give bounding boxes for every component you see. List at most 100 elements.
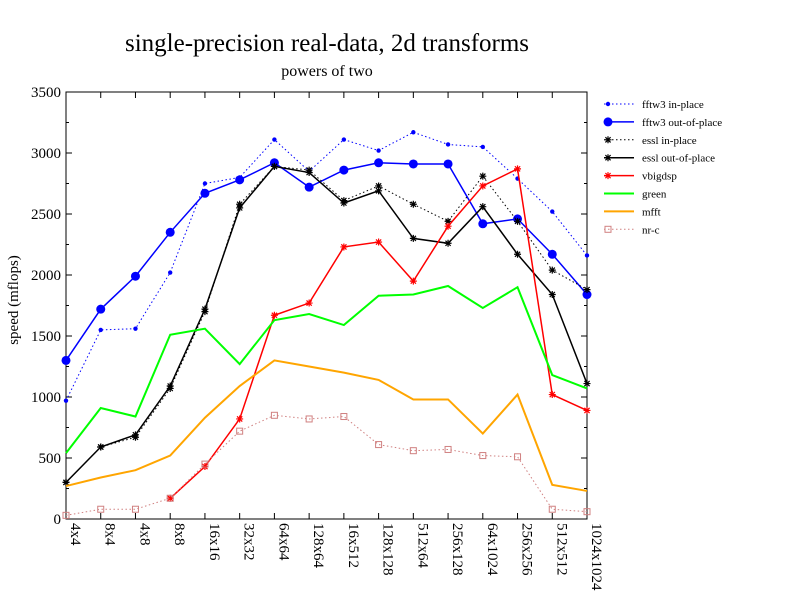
series-fftw3-in-place-point <box>411 130 416 135</box>
legend-vbigdsp: vbigdsp <box>604 171 677 183</box>
legend-essl-out-of-place-point <box>604 154 612 162</box>
series-nr-c-point <box>514 453 522 461</box>
series-mfft <box>65 359 588 492</box>
series-nr-c-point <box>97 505 105 513</box>
chart-subtitle: powers of two <box>281 63 373 80</box>
series-essl-out-of-place-point <box>479 203 487 211</box>
x-tick-label: 128x64 <box>310 523 326 569</box>
series-nr-c <box>62 411 591 519</box>
series-essl-in-place-point <box>548 266 556 274</box>
y-tick-label: 3500 <box>31 85 61 101</box>
legend-green: green <box>604 189 667 201</box>
series-fftw3-out-of-place-point <box>200 188 210 198</box>
series-vbigdsp-point <box>409 277 417 285</box>
series-fftw3-out-of-place-point <box>96 304 106 314</box>
legend-green-label: green <box>642 189 667 201</box>
legend-nr-c-point <box>604 225 612 233</box>
series-vbigdsp-point <box>444 222 452 230</box>
series-fftw3-out-of-place-point <box>478 219 488 229</box>
legend-mfft: mfft <box>604 206 661 218</box>
series-nr-c-point <box>236 427 244 435</box>
x-tick-label: 128x128 <box>380 523 396 576</box>
x-tick-label: 64x64 <box>275 523 291 561</box>
legend-nr-c-label: nr-c <box>642 224 660 236</box>
series-fftw3-out-of-place-point <box>443 159 453 169</box>
series-vbigdsp-point <box>166 494 174 502</box>
series-essl-in-place-point <box>409 200 417 208</box>
series-fftw3-out-of-place <box>61 158 592 365</box>
x-tick-label: 256x128 <box>449 523 465 576</box>
series-essl-out-of-place-point <box>340 199 348 207</box>
series-essl-out-of-place-point <box>62 478 70 486</box>
series-vbigdsp-point <box>375 238 383 246</box>
x-tick-label: 8x4 <box>102 523 118 546</box>
x-tick-label: 256x256 <box>519 523 535 576</box>
series-nr-c-point <box>479 452 487 460</box>
series-vbigdsp-point <box>270 311 278 319</box>
series-fftw3-in-place-point <box>168 270 173 275</box>
series-fftw3-in-place-point <box>272 137 277 142</box>
legend-mfft-label: mfft <box>642 206 661 218</box>
y-tick-label: 1500 <box>31 329 61 345</box>
series-nr-c-point <box>201 460 209 468</box>
series-fftw3-out-of-place-point <box>304 182 314 192</box>
series-vbigdsp-point <box>236 415 244 423</box>
series-nr-c-point <box>62 511 70 519</box>
series-essl-in-place-point <box>444 217 452 225</box>
series-essl-out-of-place-point <box>166 382 174 390</box>
series-vbigdsp-point <box>305 299 313 307</box>
x-axis: 4x4 8x4 4x8 8x8 16x16 32x32 64x64 128x64 16x512 1… <box>65 92 604 591</box>
series-mfft-line <box>65 359 588 492</box>
series-essl-out-of-place-point <box>583 380 591 388</box>
series-fftw3-out-of-place-point <box>547 249 557 259</box>
series-essl-in-place-point <box>514 217 522 225</box>
series-fftw3-in-place-point <box>63 398 69 403</box>
series-essl-in-place-point <box>375 182 383 190</box>
x-tick-label: 512x512 <box>553 523 569 576</box>
series-essl-out-of-place-point <box>305 169 313 177</box>
series-vbigdsp-line <box>169 167 588 499</box>
series-green-line <box>65 284 588 454</box>
series-fftw3-in-place-point <box>445 142 451 147</box>
legend: fftw3 in-place fftw3 out-of-place essl in-… <box>603 99 722 236</box>
series-fftw3-in-place-point <box>584 253 590 258</box>
series-vbigdsp-point <box>583 406 591 414</box>
series-nr-c-point <box>375 441 383 449</box>
legend-fftw3-out-of-place: fftw3 out-of-place <box>603 117 722 129</box>
series-vbigdsp-point <box>548 391 556 399</box>
series-essl-in-place-line <box>65 165 588 483</box>
legend-vbigdsp-label: vbigdsp <box>642 171 677 183</box>
legend-essl-in-place-point <box>604 136 612 144</box>
legend-essl-out-of-place-label: essl out-of-place <box>642 153 715 165</box>
series-vbigdsp-point <box>201 463 209 471</box>
series-fftw3-in-place-point <box>202 181 208 186</box>
series-essl-out-of-place-point <box>270 162 278 170</box>
series-essl-out-of-place-point <box>97 443 105 451</box>
series-vbigdsp <box>166 165 591 502</box>
x-tick-label: 8x8 <box>171 523 187 546</box>
series-essl-out-of-place-point <box>444 239 452 247</box>
legend-essl-out-of-place: essl out-of-place <box>604 153 715 165</box>
series-essl-in-place-point <box>236 200 244 208</box>
x-tick-label: 64x1024 <box>484 523 500 576</box>
legend-vbigdsp-point <box>604 172 612 180</box>
series-fftw3-in-place-point <box>341 137 347 142</box>
series-fftw3-in-place-point <box>376 148 381 153</box>
y-tick-label: 0 <box>54 512 62 528</box>
series-fftw3-in-place-point <box>550 209 555 214</box>
plot-frame <box>65 91 588 520</box>
x-tick-label: 4x8 <box>136 523 152 546</box>
y-axis-label: speed (mflops) <box>6 255 22 345</box>
series-essl-out-of-place-point <box>201 305 209 313</box>
series-essl-in-place-point <box>479 172 487 180</box>
legend-essl-in-place: essl in-place <box>604 135 697 147</box>
legend-fftw3-out-of-place-label: fftw3 out-of-place <box>642 117 722 129</box>
y-axis: 0 500 1000 1500 2000 2500 3000 3500 <box>31 85 587 528</box>
chart-title: single-precision real-data, 2d transform… <box>125 30 529 57</box>
series-nr-c-point <box>270 411 278 419</box>
y-tick-label: 2000 <box>31 268 61 284</box>
series-nr-c-point <box>166 494 174 502</box>
series-fftw3-out-of-place-line <box>65 161 588 361</box>
y-tick-label: 3000 <box>31 146 61 162</box>
